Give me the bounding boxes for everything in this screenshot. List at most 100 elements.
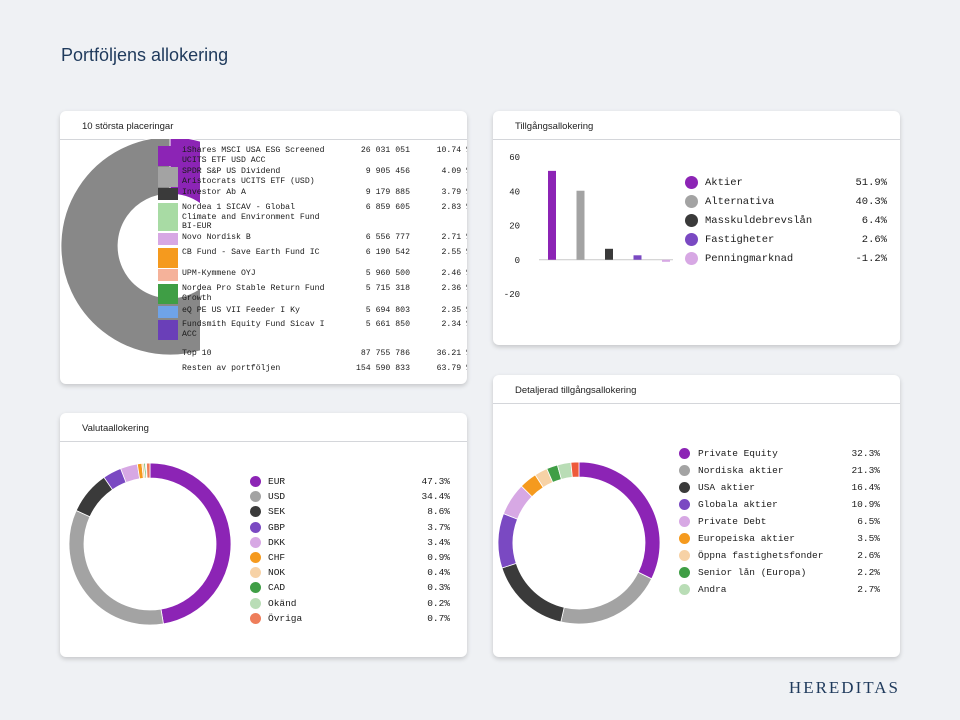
detailed-legend-item: Andra 2.7% — [679, 584, 880, 596]
legend-label: Senior lån (Europa) — [698, 567, 807, 578]
currency-card-title: Valutaallokering — [82, 423, 149, 434]
legend-dot — [685, 252, 698, 265]
legend-dot — [679, 516, 690, 527]
legend-value: 3.7% — [427, 521, 450, 533]
y-tick-label: 60 — [509, 153, 520, 163]
holding-value: 5 694 803 — [365, 306, 410, 315]
legend-value: 0.9% — [427, 552, 450, 563]
currency-legend-item: USD 34.4% — [250, 491, 450, 503]
legend-dot — [250, 491, 261, 503]
bar-2 — [605, 248, 613, 260]
legend-label: Private Debt — [698, 516, 767, 527]
asset-allocation-card: Tillgångsallokering 60 40 20 0 -20 Aktier 51.… — [493, 111, 900, 345]
legend-value: 40.3% — [855, 196, 887, 208]
legend-label: USD — [268, 491, 286, 503]
detailed-donut-segment — [497, 513, 519, 569]
asset-legend-item: Fastigheter 2.6% — [685, 233, 887, 247]
holding-swatch — [158, 269, 178, 281]
holding-pct: 2.35 % — [441, 306, 467, 315]
holding-pct: 2.46 % — [441, 269, 467, 278]
detailed-legend-item: USA aktier 16.4% — [679, 482, 880, 494]
holding-swatch — [158, 146, 178, 166]
bar-1 — [576, 190, 585, 260]
legend-value: 32.3% — [851, 448, 880, 459]
legend-dot — [685, 214, 698, 227]
detailed-donut-segment — [501, 562, 565, 623]
detailed-donut-chart — [497, 461, 661, 625]
holding-name: Novo Nordisk B — [182, 233, 251, 242]
currency-legend-item: SEK 8.6% — [250, 506, 450, 518]
holding-swatch — [158, 248, 178, 268]
legend-value: 2.2% — [857, 567, 880, 578]
bar-0 — [548, 170, 556, 260]
legend-value: 2.7% — [857, 584, 880, 595]
detailed-legend-item: Private Debt 6.5% — [679, 516, 880, 528]
legend-value: 10.9% — [851, 499, 880, 510]
legend-label: CHF — [268, 552, 286, 563]
legend-value: 16.4% — [851, 482, 880, 493]
asset-card-title: Tillgångsallokering — [515, 121, 594, 132]
legend-label: Öppna fastighetsfonder — [698, 550, 824, 561]
legend-label: NOK — [268, 567, 286, 579]
holding-name: SPDR S&P US Dividend Aristocrats UCITS E… — [182, 167, 315, 186]
holdings-card-title: 10 största placeringar — [82, 121, 174, 132]
currency-legend-item: CHF 0.9% — [250, 552, 450, 564]
holding-value: 5 715 318 — [365, 284, 410, 293]
detailed-legend-item: Senior lån (Europa) 2.2% — [679, 567, 880, 579]
legend-value: 3.5% — [857, 533, 880, 544]
currency-donut-segment — [75, 476, 114, 518]
legend-dot — [679, 550, 690, 561]
currency-legend-item: Övriga 0.7% — [250, 612, 450, 625]
legend-value: 2.6% — [857, 550, 880, 561]
legend-value: 8.6% — [427, 506, 450, 518]
legend-value: 21.3% — [851, 465, 880, 476]
holding-value: 6 859 605 — [365, 203, 410, 212]
detailed-legend-item: Globala aktier 10.9% — [679, 499, 880, 511]
legend-value: 3.4% — [427, 536, 450, 548]
legend-label: Penningmarknad — [705, 253, 794, 265]
legend-dot — [250, 476, 261, 487]
legend-label: CAD — [268, 582, 286, 594]
legend-label: Okänd — [268, 597, 297, 609]
legend-label: DKK — [268, 536, 286, 548]
legend-dot — [250, 536, 261, 548]
legend-value: 0.2% — [427, 597, 450, 609]
currency-card: Valutaallokering EUR 47.3% USD 34.4% SEK 8.6%… — [60, 413, 467, 657]
detailed-legend-item: Nordiska aktier 21.3% — [679, 465, 880, 477]
holding-pct: 10.74 % — [436, 146, 467, 155]
legend-dot — [250, 612, 261, 624]
asset-legend-item: Penningmarknad -1.2% — [685, 252, 887, 266]
currency-donut-segment — [146, 462, 151, 479]
legend-dot — [679, 465, 690, 476]
currency-legend-item: Okänd 0.2% — [250, 597, 450, 610]
legend-label: Alternativa — [705, 196, 775, 208]
legend-label: Övriga — [268, 612, 303, 624]
holding-value: 26 031 051 — [360, 146, 410, 155]
asset-card-divider — [493, 139, 900, 140]
currency-donut-segment — [68, 509, 164, 626]
asset-legend-item: Alternativa 40.3% — [685, 195, 887, 209]
detailed-card-divider — [493, 403, 900, 404]
holding-pct: 2.55 % — [441, 248, 467, 257]
holding-pct: 2.71 % — [441, 233, 467, 242]
legend-dot — [679, 482, 690, 493]
currency-card-divider — [60, 441, 467, 442]
holding-swatch — [158, 320, 178, 340]
legend-value: 0.3% — [427, 582, 450, 594]
legend-dot — [679, 533, 690, 544]
holding-name: Nordea 1 SICAV - Global Climate and Envi… — [182, 203, 320, 231]
holding-value: 9 179 885 — [365, 188, 410, 197]
holding-pct: 2.83 % — [441, 203, 467, 212]
legend-label: Andra — [698, 584, 727, 595]
legend-value: 51.9% — [855, 177, 887, 189]
bar-4 — [662, 259, 670, 262]
legend-dot — [250, 552, 261, 563]
currency-legend-item: DKK 3.4% — [250, 536, 450, 549]
holding-swatch — [158, 167, 178, 187]
detailed-card-title: Detaljerad tillgångsallokering — [515, 385, 637, 396]
legend-value: 0.4% — [427, 567, 450, 579]
legend-label: Nordiska aktier — [698, 465, 784, 476]
y-tick-label: 20 — [509, 222, 520, 232]
holding-value: 9 905 456 — [365, 167, 410, 176]
currency-legend-item: CAD 0.3% — [250, 582, 450, 594]
